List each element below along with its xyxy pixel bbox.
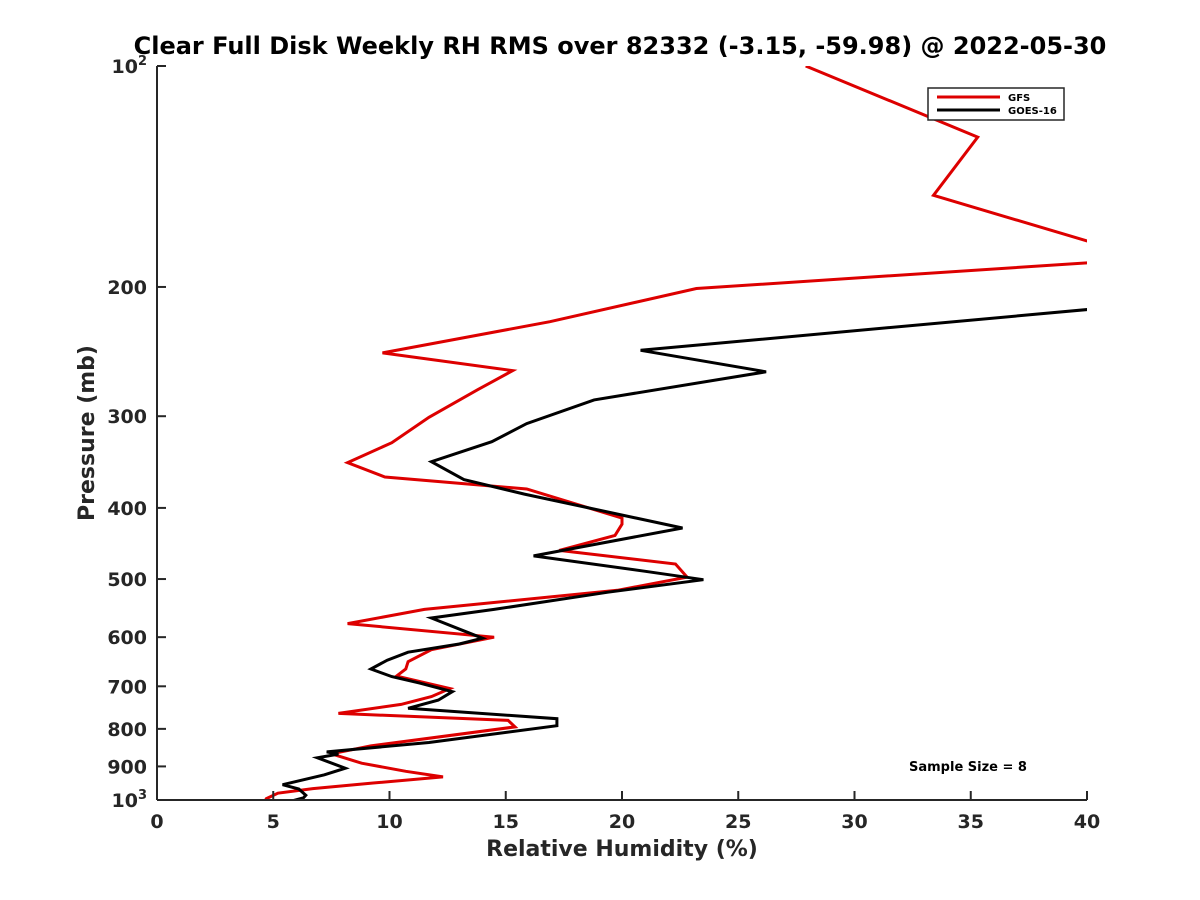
x-tick-label: 10	[376, 811, 402, 833]
y-tick-label: 900	[107, 756, 147, 778]
y-tick-label: 600	[107, 627, 147, 649]
x-tick-label: 15	[493, 811, 519, 833]
y-tick-label: 102	[112, 54, 148, 78]
x-tick-label: 0	[150, 811, 163, 833]
series-line-gfs	[263, 66, 1087, 800]
x-axis-label: Relative Humidity (%)	[486, 837, 758, 862]
y-tick-label: 400	[107, 498, 147, 520]
series-line-goes16	[282, 308, 1087, 800]
y-tick-label: 800	[107, 719, 147, 741]
legend-box	[927, 87, 1065, 121]
y-tick-label: 300	[107, 406, 147, 428]
y-tick-label: 103	[112, 788, 148, 812]
y-tick-label: 700	[107, 676, 147, 698]
x-tick-label: 20	[609, 811, 635, 833]
y-ticks: 102 200 300 400 500 600 700 800 900 103	[107, 54, 166, 812]
legend: GFS GOES-16	[927, 87, 1065, 121]
legend-label-gfs: GFS	[1008, 93, 1030, 104]
y-tick-label: 200	[107, 277, 147, 299]
series-layer	[263, 66, 1087, 800]
y-tick-label: 500	[107, 569, 147, 591]
x-tick-label: 35	[958, 811, 984, 833]
chart-title: Clear Full Disk Weekly RH RMS over 82332…	[134, 32, 1107, 60]
x-tick-label: 40	[1074, 811, 1100, 833]
x-tick-label: 25	[725, 811, 751, 833]
legend-label-goes16: GOES-16	[1008, 106, 1057, 117]
y-axis-label: Pressure (mb)	[75, 345, 100, 521]
x-tick-label: 30	[841, 811, 867, 833]
x-tick-label: 5	[267, 811, 280, 833]
sample-size-annotation: Sample Size = 8	[909, 760, 1027, 775]
x-ticks: 0 5 10 15 20 25 30 35 40	[150, 791, 1100, 833]
